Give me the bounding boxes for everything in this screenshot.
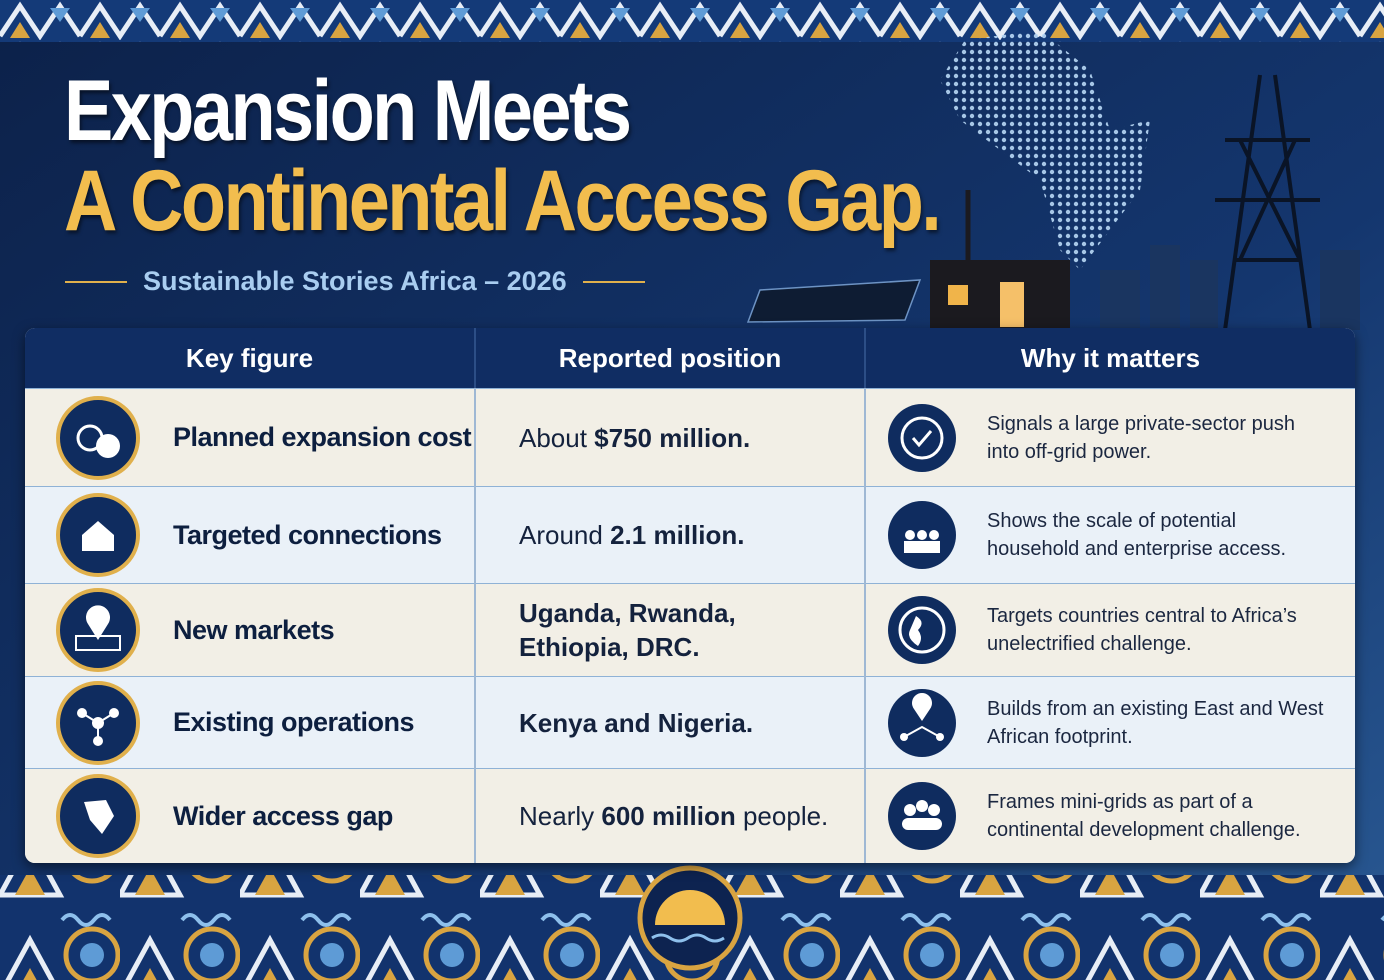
key-figure: Planned expansion cost [173,422,472,452]
why-it-matters: Signals a large private-sector push into… [987,412,1295,463]
position-cell: Kenya and Nigeria. [519,677,889,768]
table: Key figure Reported position Why it matter… [25,328,1355,863]
why-it-matters: Frames mini-grids as part of a continent… [987,791,1301,841]
column-separator [864,388,866,863]
table-row: Planned expansion cost About $750 million… [25,388,1355,486]
table-row: New markets Uganda, Rwanda, Ethiopia, DRC… [25,583,1355,676]
column-header: Reported position [474,328,864,388]
why-cell: Frames mini-grids as part of a continent… [885,769,1355,863]
reported-position: Nearly 600 million people. [519,799,849,833]
reported-position: About $750 million. [519,421,849,455]
column-header: Why it matters [864,328,1355,388]
position-text: Around [519,520,611,550]
why-cell: Targets countries central to Africa’s un… [885,584,1355,676]
icon [888,782,956,850]
why-it-matters: Builds from an existing East and West Af… [987,697,1324,748]
position-text: Nearly [519,801,602,831]
icon [56,680,140,765]
column-separator [474,388,476,863]
key-cell: Existing operations [55,677,474,768]
table-row: Wider access gap Nearly 600 million peopl… [25,768,1355,863]
icon [56,774,140,858]
icon [888,501,956,569]
icon [888,596,956,664]
position-text: Uganda, Rwanda, Ethiopia, DRC. [519,598,736,662]
position-cell: About $750 million. [519,389,889,486]
why-cell: Shows the scale of potential household a… [885,487,1355,583]
key-cell: Planned expansion cost [55,389,474,486]
reported-position: Around 2.1 million. [519,518,849,552]
position-text: About [519,422,595,453]
key-figure: New markets [173,614,335,645]
position-text: people. [735,801,829,831]
position-cell: Around 2.1 million. [519,487,889,583]
title-line-2: A Continental Access Gap. [64,153,942,249]
key-cell: New markets [55,584,474,676]
rule [65,280,127,283]
subtitle: Sustainable Stories Africa – 2026 [143,266,567,296]
why-it-matters: Targets countries central to Africa’s un… [987,605,1297,655]
title-line-1: Expansion Meets [64,63,632,159]
position-text: 2.1 million. [610,520,745,550]
icon [56,493,140,577]
reported-position: Kenya and Nigeria. [519,706,849,740]
rule [582,280,645,283]
why-cell: Builds from an existing East and West Af… [885,677,1355,768]
position-text: 600 million [601,801,736,831]
position-text: Kenya and Nigeria. [519,707,754,738]
why-cell: Signals a large private-sector push into… [885,389,1355,486]
position-cell: Uganda, Rwanda, Ethiopia, DRC. [519,584,889,676]
key-cell: Wider access gap [55,769,474,863]
position-text: $750 million. [594,422,751,453]
position-cell: Nearly 600 million people. [519,769,889,863]
key-figure: Existing operations [173,707,415,737]
subtitle-block: Sustainable Stories Africa – 2026 [65,266,645,297]
icon [888,403,956,472]
table-row: Existing operations Kenya and Nigeria. Bui… [25,676,1355,768]
key-figure: Targeted connections [173,519,442,550]
icon [56,588,140,672]
why-it-matters: Shows the scale of potential household a… [987,510,1287,560]
table-row: Targeted connections Around 2.1 million. S… [25,486,1355,583]
key-cell: Targeted connections [55,487,474,583]
icon [888,688,956,757]
column-header: Key figure [25,328,474,388]
key-figure: Wider access gap [173,800,393,831]
icon [56,395,140,480]
reported-position: Uganda, Rwanda, Ethiopia, DRC. [519,596,849,664]
